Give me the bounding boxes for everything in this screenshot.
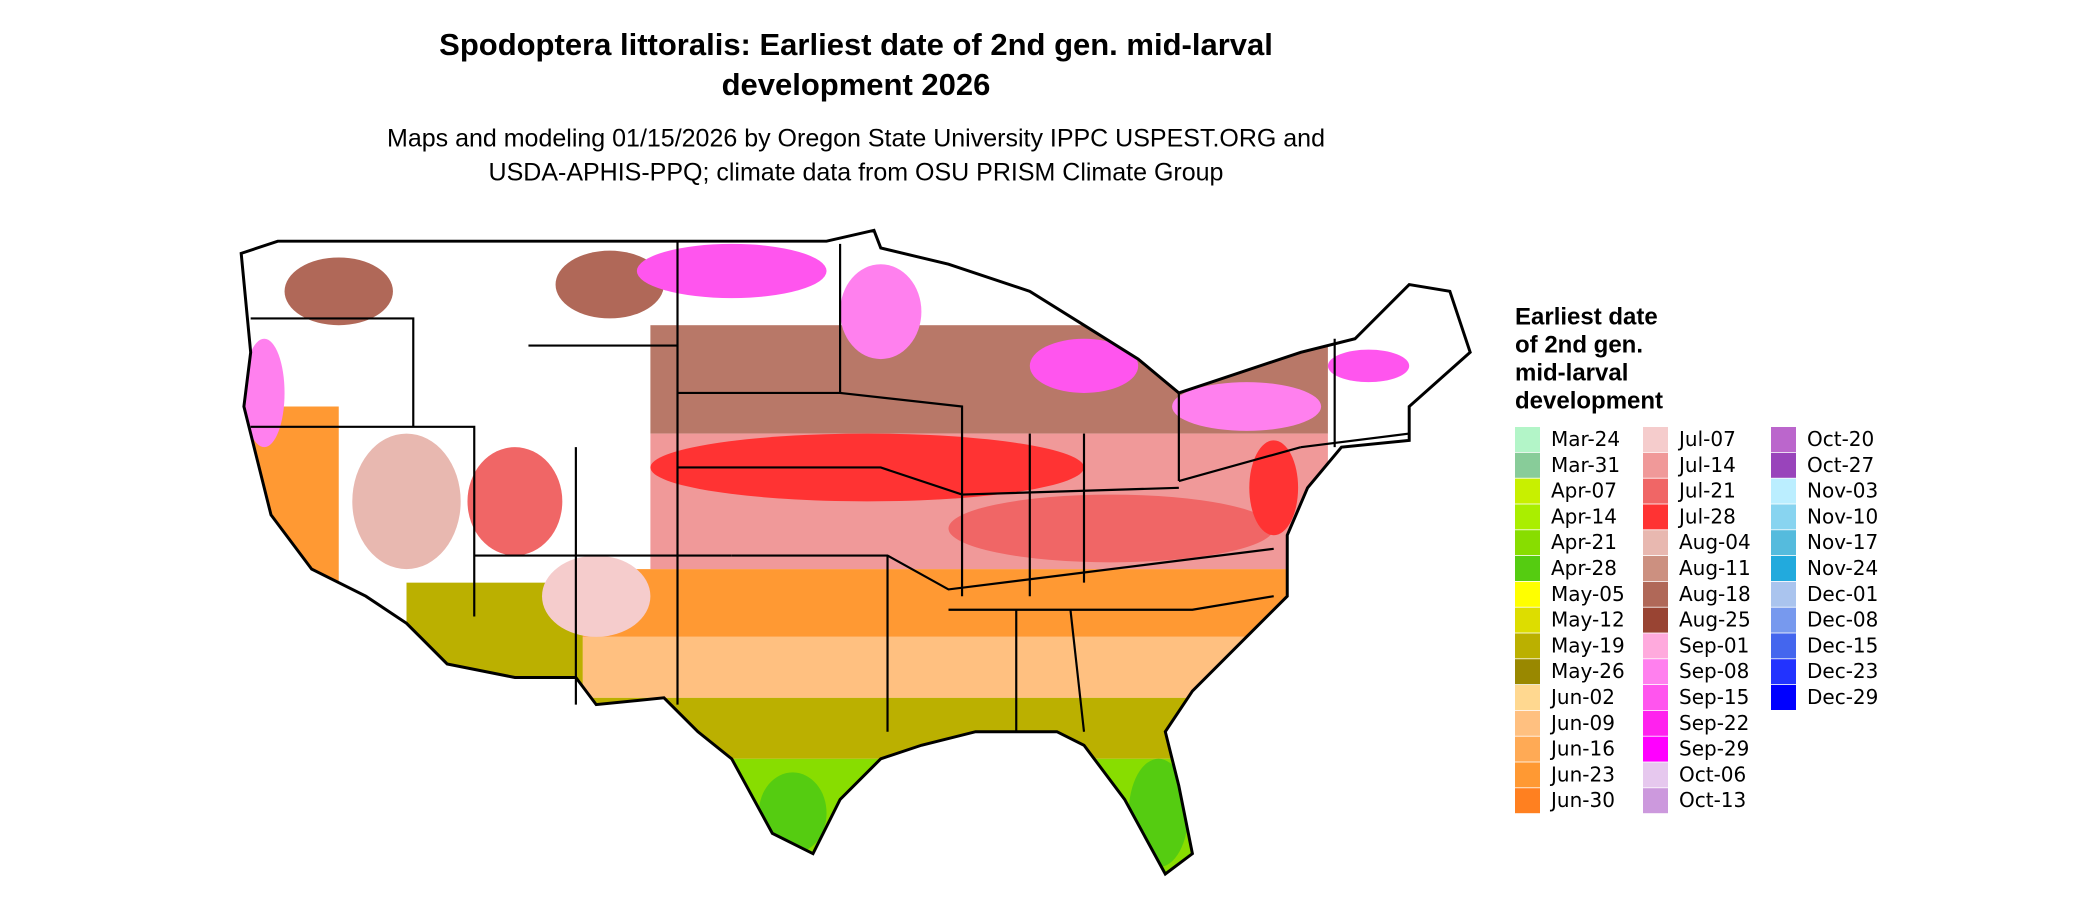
legend-label: Jun-02 — [1549, 685, 1615, 709]
legend-swatch — [1643, 659, 1668, 685]
legend-swatch — [1643, 478, 1668, 504]
legend-label: Sep-15 — [1679, 685, 1749, 709]
legend-swatch — [1515, 530, 1540, 556]
legend-swatch — [1771, 607, 1796, 633]
legend-swatch — [1643, 633, 1668, 659]
legend-label: Jul-07 — [1677, 427, 1736, 451]
legend-swatch — [1515, 788, 1540, 814]
legend-swatch — [1771, 685, 1796, 710]
legend-swatch — [1643, 530, 1668, 556]
us-outline — [239, 228, 1472, 877]
legend-swatch — [1515, 736, 1540, 762]
legend-swatch — [1771, 504, 1796, 530]
legend-swatch — [1643, 736, 1668, 762]
legend-swatch — [1515, 452, 1540, 478]
legend-label: Jun-23 — [1549, 762, 1615, 786]
legend-swatch — [1643, 581, 1668, 607]
legend-label: Sep-01 — [1679, 633, 1749, 657]
legend-swatch — [1515, 581, 1540, 607]
legend-label: Sep-08 — [1679, 659, 1749, 683]
legend-label: May-12 — [1551, 608, 1625, 632]
legend-label: Dec-23 — [1807, 659, 1878, 683]
legend-label: Jul-21 — [1677, 479, 1736, 503]
legend-swatch — [1515, 556, 1540, 581]
legend-title-line: mid-larval — [1515, 359, 1628, 386]
subtitle-line: Maps and modeling 01/15/2026 by Oregon S… — [387, 125, 1325, 153]
legend-swatch — [1643, 607, 1668, 633]
legend-swatch — [1515, 710, 1540, 736]
legend-label: Aug-25 — [1679, 608, 1751, 632]
legend-swatch — [1515, 504, 1540, 530]
legend-swatch — [1515, 607, 1540, 633]
legend-label: Oct-27 — [1807, 453, 1874, 477]
legend-label: Nov-17 — [1807, 530, 1878, 554]
legend-label: Oct-06 — [1679, 762, 1746, 786]
legend-swatch — [1515, 685, 1540, 710]
legend-swatch — [1515, 633, 1540, 659]
legend-swatch — [1771, 452, 1796, 478]
legend-swatch — [1643, 452, 1668, 478]
legend-label: Jul-14 — [1677, 453, 1736, 477]
legend-swatch — [1771, 427, 1796, 452]
legend-label: Dec-08 — [1807, 608, 1878, 632]
legend-label: Sep-22 — [1679, 711, 1749, 735]
title-line: development 2026 — [722, 67, 991, 102]
legend-label: Jul-28 — [1677, 504, 1736, 528]
legend-label: Mar-24 — [1551, 427, 1620, 451]
legend-label: Aug-18 — [1679, 582, 1751, 606]
legend-swatch — [1515, 478, 1540, 504]
title-line: Spodoptera littoralis: Earliest date of … — [439, 27, 1273, 62]
legend-swatch — [1643, 762, 1668, 788]
legend-swatch — [1515, 659, 1540, 685]
legend-label: Jun-16 — [1549, 737, 1615, 761]
legend-label: Jun-30 — [1549, 788, 1615, 812]
legend-label: Apr-28 — [1551, 556, 1617, 580]
us-map — [239, 228, 1472, 877]
legend-title-line: of 2nd gen. — [1515, 331, 1643, 358]
legend-label: Nov-24 — [1807, 556, 1878, 580]
legend-label: Dec-01 — [1807, 582, 1878, 606]
legend-label: May-05 — [1551, 582, 1625, 606]
legend-label: Aug-04 — [1679, 530, 1751, 554]
legend-title-line: Earliest date — [1515, 303, 1658, 330]
legend-swatch — [1643, 427, 1668, 452]
map-fill — [241, 230, 1471, 874]
legend-label: Jun-09 — [1549, 711, 1615, 735]
legend-label: Oct-13 — [1679, 788, 1746, 812]
legend-label: Sep-29 — [1679, 737, 1749, 761]
legend-label: Apr-14 — [1551, 504, 1617, 528]
legend-label: Nov-10 — [1807, 504, 1878, 528]
legend-swatch — [1515, 762, 1540, 788]
state-borders — [250, 241, 1410, 732]
legend-swatch — [1771, 478, 1796, 504]
legend-swatch — [1771, 659, 1796, 685]
legend-label: Dec-15 — [1807, 633, 1878, 657]
legend-label: May-26 — [1551, 659, 1625, 683]
legend-label: Apr-07 — [1551, 479, 1617, 503]
legend-swatch — [1771, 633, 1796, 659]
legend-swatch — [1643, 556, 1668, 581]
legend-swatch — [1643, 685, 1668, 710]
legend-swatch — [1643, 504, 1668, 530]
subtitle-line: USDA-APHIS-PPQ; climate data from OSU PR… — [489, 159, 1224, 187]
legend-swatch — [1643, 710, 1668, 736]
legend-swatch — [1771, 556, 1796, 581]
legend: Earliest date of 2nd gen. mid-larval dev… — [1515, 303, 1878, 814]
legend-label: Aug-11 — [1679, 556, 1751, 580]
legend-label: Mar-31 — [1551, 453, 1620, 477]
legend-swatch — [1643, 788, 1668, 814]
legend-label: Nov-03 — [1807, 479, 1878, 503]
legend-title-line: development — [1515, 387, 1663, 414]
legend-label: May-19 — [1551, 633, 1625, 657]
legend-swatch — [1771, 581, 1796, 607]
legend-label: Apr-21 — [1551, 530, 1617, 554]
legend-swatch — [1771, 530, 1796, 556]
legend-swatch — [1515, 427, 1540, 452]
legend-label: Oct-20 — [1807, 427, 1874, 451]
legend-label: Dec-29 — [1807, 685, 1878, 709]
